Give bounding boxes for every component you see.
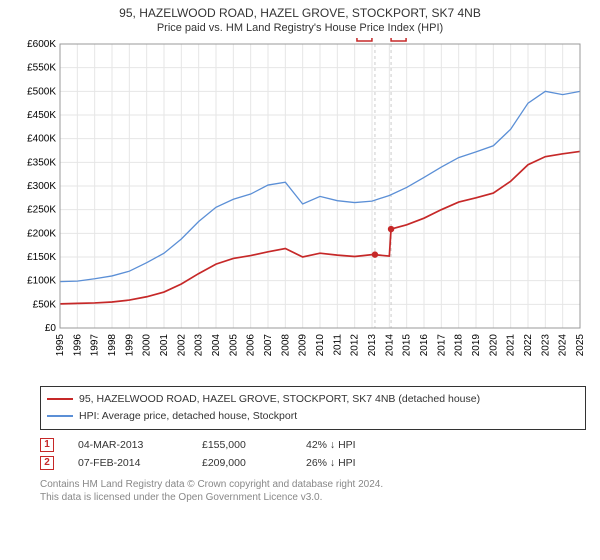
svg-text:2006: 2006 — [246, 334, 257, 357]
chart-area: £0 £50K £100K £150K £200K £250K £300K £350K £400… — [14, 38, 586, 378]
svg-text:£450K: £450K — [27, 110, 56, 121]
svg-text:£550K: £550K — [27, 63, 56, 74]
svg-text:2013: 2013 — [367, 334, 378, 357]
sale-row: 1 04-MAR-2013 £155,000 42% ↓ HPI — [40, 436, 586, 454]
svg-text:£350K: £350K — [27, 157, 56, 168]
svg-text:2: 2 — [396, 38, 402, 41]
sale-date: 07-FEB-2014 — [78, 457, 178, 469]
sale-vs-hpi: 26% ↓ HPI — [306, 457, 386, 469]
sale-marker-icon: 1 — [40, 438, 54, 452]
sale-row: 2 07-FEB-2014 £209,000 26% ↓ HPI — [40, 454, 586, 472]
svg-text:2025: 2025 — [575, 334, 586, 357]
svg-text:2015: 2015 — [402, 334, 413, 357]
svg-text:1: 1 — [362, 38, 368, 41]
svg-text:2024: 2024 — [558, 334, 569, 357]
svg-text:2003: 2003 — [194, 334, 205, 357]
sale-vs-hpi: 42% ↓ HPI — [306, 439, 386, 451]
sales-table: 1 04-MAR-2013 £155,000 42% ↓ HPI 2 07-FEB-201… — [40, 436, 586, 472]
svg-text:2021: 2021 — [506, 334, 517, 357]
svg-text:2004: 2004 — [211, 334, 222, 357]
footer-line-1: Contains HM Land Registry data © Crown c… — [40, 478, 586, 492]
sale-price: £155,000 — [202, 439, 282, 451]
svg-text:£600K: £600K — [27, 39, 56, 50]
svg-text:£150K: £150K — [27, 252, 56, 263]
legend-label: 95, HAZELWOOD ROAD, HAZEL GROVE, STOCKPO… — [79, 391, 480, 408]
attribution: Contains HM Land Registry data © Crown c… — [40, 478, 586, 505]
svg-text:1995: 1995 — [55, 334, 66, 357]
svg-text:2019: 2019 — [471, 334, 482, 357]
svg-text:2008: 2008 — [280, 334, 291, 357]
svg-text:2018: 2018 — [454, 334, 465, 357]
svg-text:2020: 2020 — [488, 334, 499, 357]
svg-text:£250K: £250K — [27, 205, 56, 216]
svg-text:2022: 2022 — [523, 334, 534, 357]
svg-text:£500K: £500K — [27, 86, 56, 97]
footer-line-2: This data is licensed under the Open Gov… — [40, 491, 586, 505]
svg-text:£300K: £300K — [27, 181, 56, 192]
svg-text:2009: 2009 — [298, 334, 309, 357]
sale-price: £209,000 — [202, 457, 282, 469]
legend-label: HPI: Average price, detached house, Stoc… — [79, 408, 297, 425]
svg-text:2007: 2007 — [263, 334, 274, 357]
svg-text:2012: 2012 — [350, 334, 361, 357]
line-chart: £0 £50K £100K £150K £200K £250K £300K £350K £400… — [14, 38, 586, 378]
legend-item: 95, HAZELWOOD ROAD, HAZEL GROVE, STOCKPO… — [47, 391, 579, 408]
legend-swatch — [47, 398, 73, 400]
svg-text:2002: 2002 — [176, 334, 187, 357]
svg-text:2010: 2010 — [315, 334, 326, 357]
svg-text:£50K: £50K — [33, 299, 57, 310]
svg-text:1999: 1999 — [124, 334, 135, 357]
legend-swatch — [47, 415, 73, 417]
svg-text:1998: 1998 — [107, 334, 118, 357]
sale-date: 04-MAR-2013 — [78, 439, 178, 451]
svg-text:2023: 2023 — [540, 334, 551, 357]
svg-text:2001: 2001 — [159, 334, 170, 357]
svg-text:2016: 2016 — [419, 334, 430, 357]
svg-text:2014: 2014 — [384, 334, 395, 357]
svg-text:2011: 2011 — [332, 334, 343, 356]
legend-item: HPI: Average price, detached house, Stoc… — [47, 408, 579, 425]
svg-text:1997: 1997 — [90, 334, 101, 357]
svg-text:£400K: £400K — [27, 134, 56, 145]
svg-text:2005: 2005 — [228, 334, 239, 357]
svg-text:£200K: £200K — [27, 228, 56, 239]
legend: 95, HAZELWOOD ROAD, HAZEL GROVE, STOCKPO… — [40, 386, 586, 430]
chart-title: 95, HAZELWOOD ROAD, HAZEL GROVE, STOCKPO… — [0, 6, 600, 20]
chart-subtitle: Price paid vs. HM Land Registry's House … — [0, 22, 600, 34]
svg-text:£0: £0 — [45, 323, 57, 334]
svg-text:£100K: £100K — [27, 276, 56, 287]
svg-text:1996: 1996 — [72, 334, 83, 357]
svg-text:2000: 2000 — [142, 334, 153, 357]
svg-text:2017: 2017 — [436, 334, 447, 357]
sale-marker-icon: 2 — [40, 456, 54, 470]
